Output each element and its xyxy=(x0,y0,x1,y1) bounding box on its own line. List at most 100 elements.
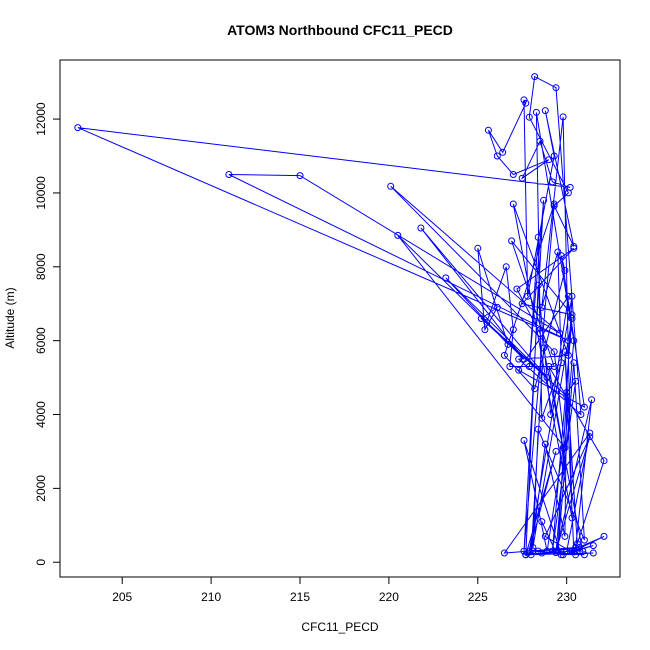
data-point xyxy=(580,403,588,411)
data-point xyxy=(568,315,576,322)
data-point xyxy=(579,547,587,555)
data-point xyxy=(477,315,485,322)
data-point xyxy=(545,363,553,370)
x-tick-label: 210 xyxy=(201,590,221,604)
data-point xyxy=(559,444,567,452)
data-point xyxy=(550,348,558,356)
data-point xyxy=(573,540,581,548)
data-point xyxy=(588,396,596,404)
data-point xyxy=(568,311,576,319)
x-tick-label: 230 xyxy=(557,590,577,604)
y-tick-label: 6000 xyxy=(34,327,48,354)
data-point xyxy=(564,351,572,359)
data-point xyxy=(515,366,523,374)
data-point xyxy=(570,244,578,252)
plot-area xyxy=(59,59,621,578)
data-point xyxy=(564,337,572,345)
data-point xyxy=(483,318,491,326)
data-point xyxy=(541,532,549,540)
data-point xyxy=(548,178,556,186)
data-point xyxy=(529,544,537,551)
data-point xyxy=(532,108,540,116)
data-point xyxy=(493,152,501,160)
data-point xyxy=(557,252,565,260)
data-point xyxy=(513,285,521,293)
data-point xyxy=(527,551,535,559)
data-point xyxy=(74,124,82,132)
data-point xyxy=(417,224,425,232)
data-point xyxy=(534,425,542,433)
data-point xyxy=(538,303,546,311)
data-point xyxy=(550,202,558,210)
data-point xyxy=(547,411,555,418)
data-point xyxy=(541,440,549,448)
data-point xyxy=(548,547,556,555)
data-point xyxy=(543,374,551,382)
x-tick-label: 215 xyxy=(290,590,310,604)
data-point xyxy=(538,414,546,422)
data-point xyxy=(502,263,510,271)
y-tick-label: 0 xyxy=(34,559,48,566)
data-point xyxy=(474,244,482,252)
data-point xyxy=(550,363,558,370)
y-tick-label: 4000 xyxy=(34,401,48,428)
data-point xyxy=(525,547,533,555)
data-point xyxy=(572,551,580,559)
y-axis: 0 2000 4000 6000 8000 10000 12000 xyxy=(34,102,61,566)
data-point xyxy=(540,344,548,352)
data-point xyxy=(545,156,553,164)
data-point xyxy=(504,340,512,348)
data-point xyxy=(225,171,233,178)
data-point xyxy=(538,518,546,526)
data-point xyxy=(484,126,492,134)
data-point xyxy=(520,96,528,104)
chart-title: ATOM3 Northbound CFC11_PECD xyxy=(227,22,453,38)
data-point xyxy=(534,233,542,241)
data-point xyxy=(550,152,558,160)
data-point xyxy=(559,113,567,121)
data-point xyxy=(500,351,508,359)
data-point xyxy=(509,326,517,334)
data-point xyxy=(515,355,523,363)
data-point xyxy=(531,73,539,81)
data-point xyxy=(563,388,571,396)
x-tick-label: 225 xyxy=(468,590,488,604)
data-point xyxy=(524,292,532,300)
data-point xyxy=(589,542,597,550)
series-line xyxy=(77,75,605,556)
data-point xyxy=(522,551,530,559)
data-point xyxy=(536,329,544,337)
x-axis-label: CFC11_PECD xyxy=(301,620,378,634)
data-point xyxy=(586,433,594,441)
data-point xyxy=(568,514,576,522)
data-point xyxy=(600,457,608,465)
data-point xyxy=(568,547,576,555)
data-point xyxy=(580,536,588,544)
data-point xyxy=(572,377,580,385)
data-point xyxy=(570,359,578,367)
y-tick-label: 12000 xyxy=(34,102,48,136)
data-point xyxy=(559,551,567,559)
data-point xyxy=(387,182,395,190)
x-axis: 205 210 215 220 225 230 xyxy=(112,576,577,604)
data-point xyxy=(506,363,514,370)
data-point xyxy=(563,547,571,555)
data-point xyxy=(552,84,560,92)
data-point xyxy=(552,447,560,455)
data-point xyxy=(296,172,304,180)
data-point xyxy=(561,348,569,356)
data-point xyxy=(536,137,544,145)
data-point xyxy=(524,549,532,557)
data-point xyxy=(520,547,528,555)
y-axis-label: Altitude (m) xyxy=(3,287,17,348)
data-point xyxy=(508,237,516,245)
data-point xyxy=(561,532,569,540)
data-point xyxy=(541,107,549,115)
data-point xyxy=(531,385,539,393)
data-point xyxy=(518,174,526,182)
data-point xyxy=(534,547,542,555)
data-point xyxy=(500,549,508,557)
data-point xyxy=(522,99,530,107)
data-point xyxy=(570,337,578,345)
